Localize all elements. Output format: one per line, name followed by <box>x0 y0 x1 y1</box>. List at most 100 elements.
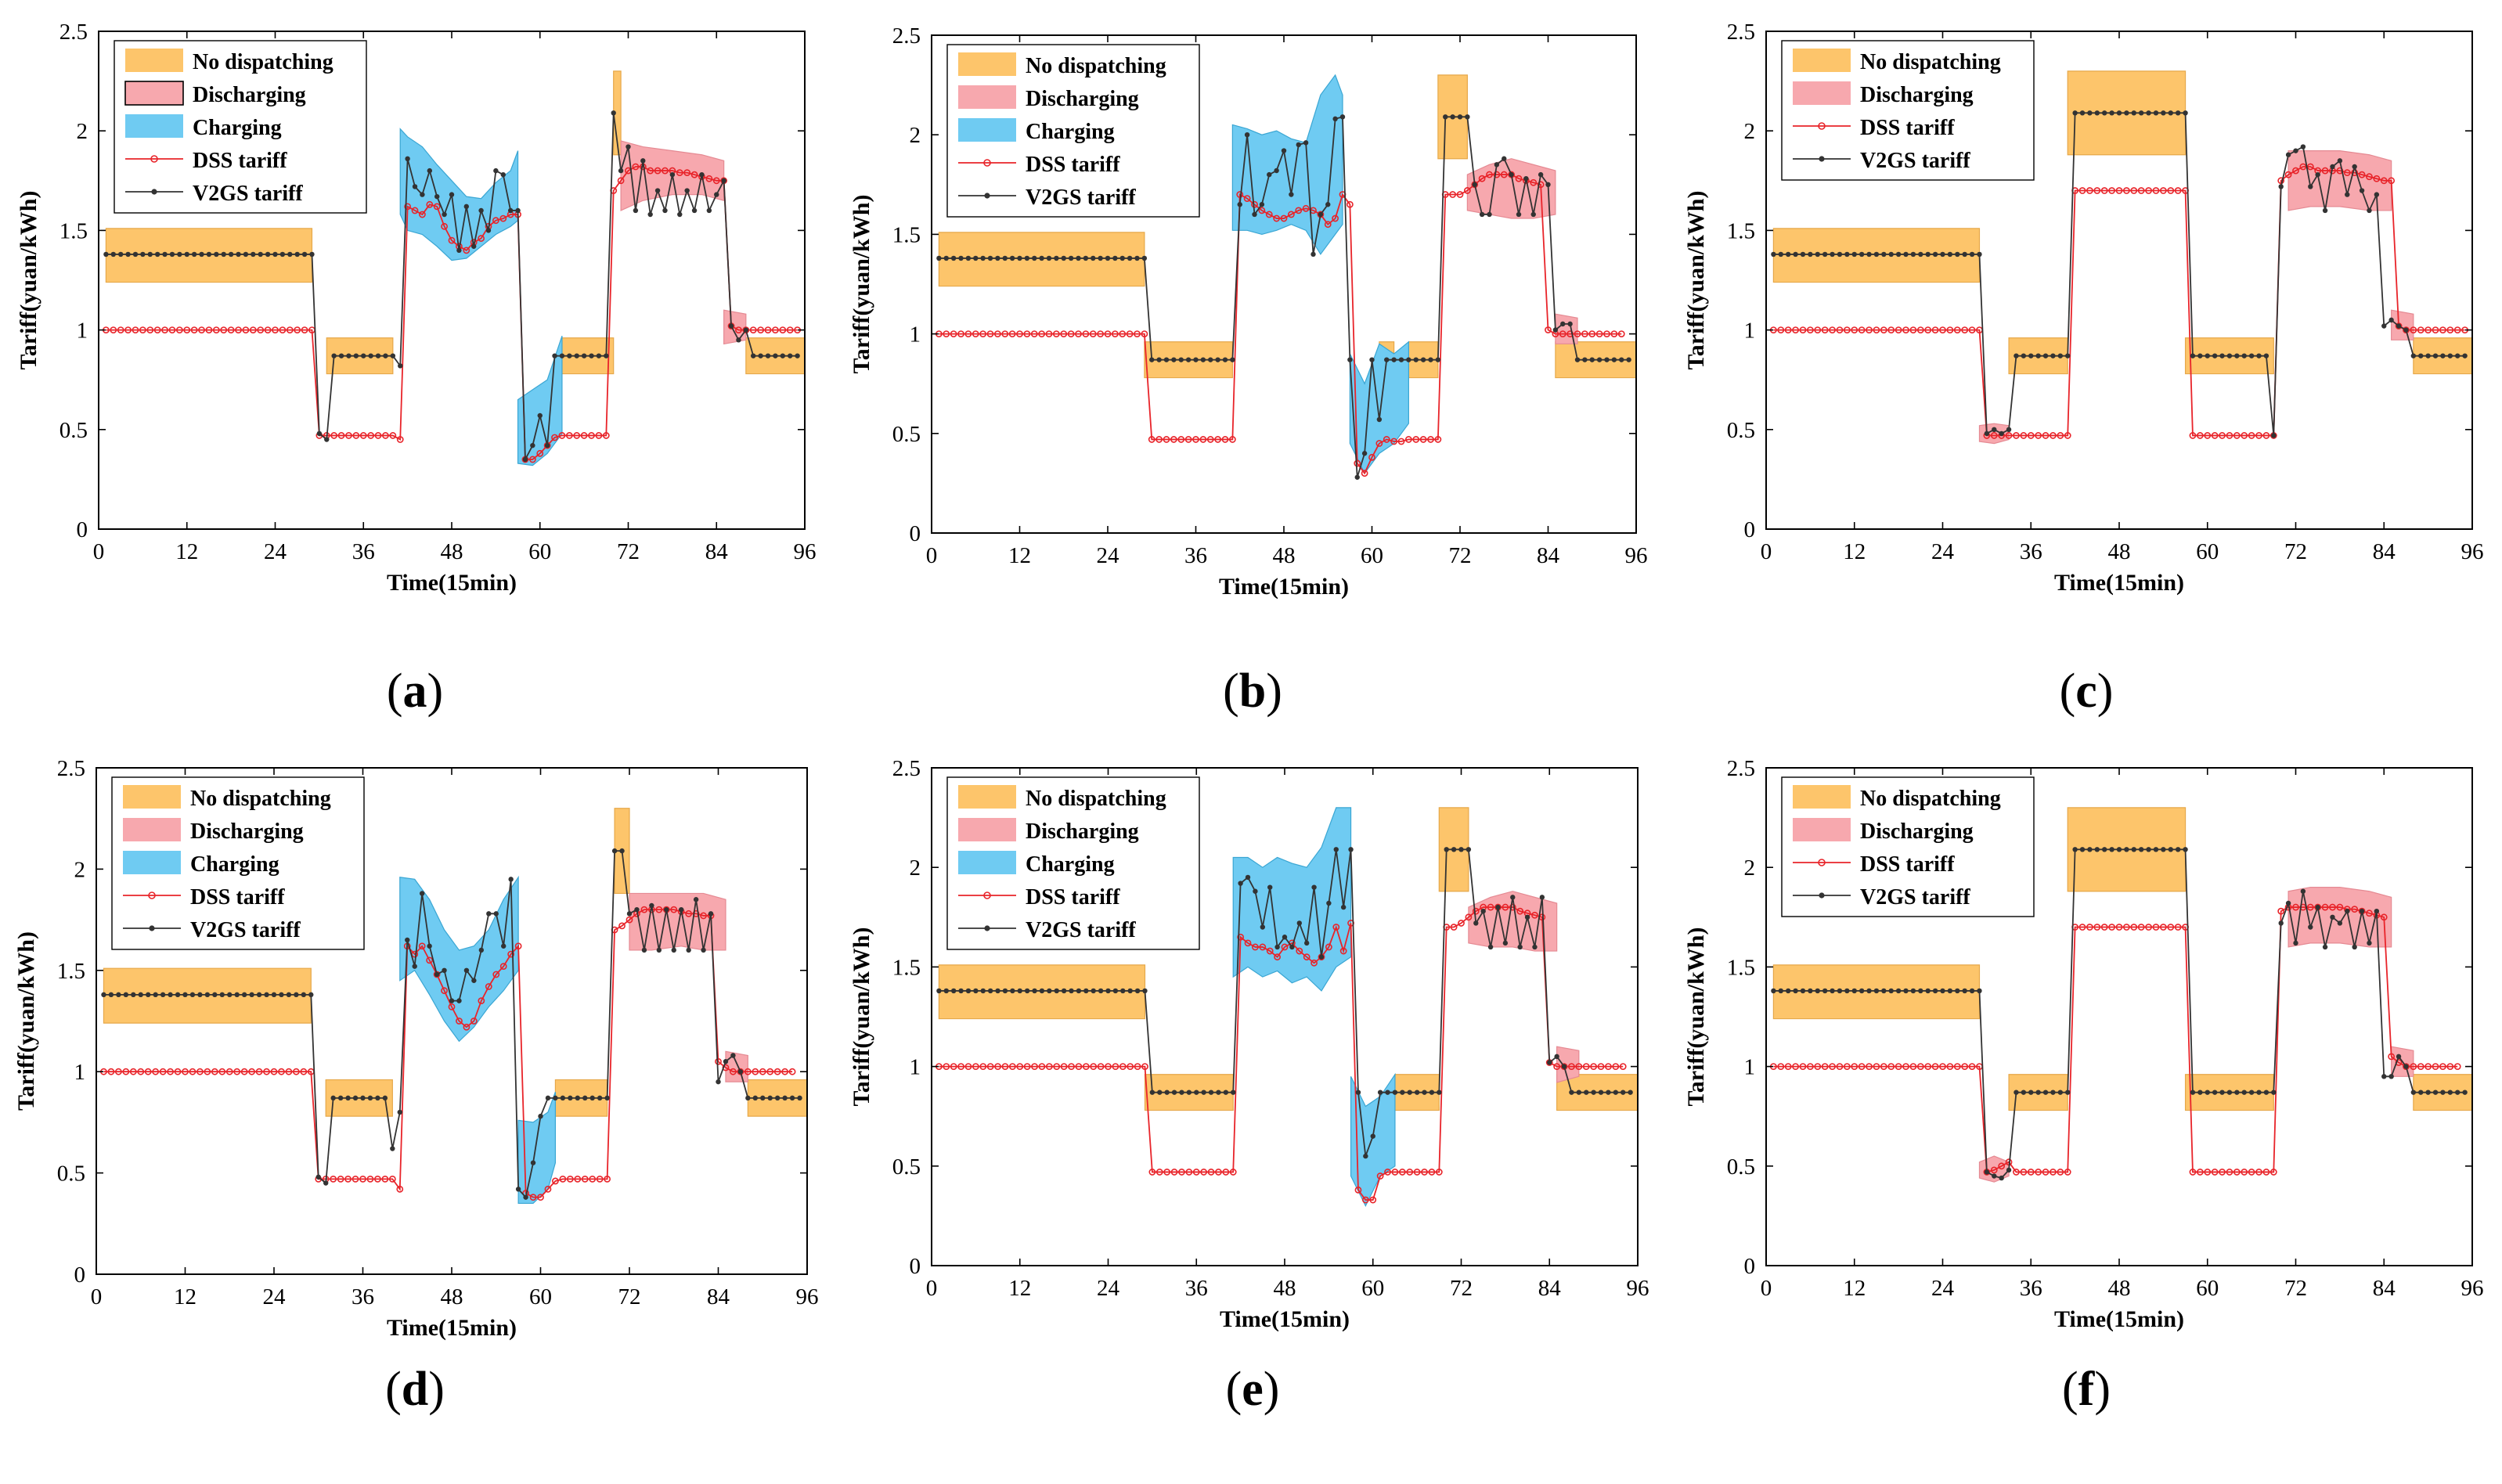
v2gs-point <box>1510 895 1516 900</box>
dss-point <box>419 211 426 218</box>
v2gs-point <box>669 171 676 178</box>
dss-point <box>772 326 779 333</box>
legend-label-discharging: Discharging <box>1860 83 1974 107</box>
v2gs-point <box>1340 904 1347 910</box>
x-tick-label: 24 <box>1097 1276 1120 1301</box>
dss-point <box>1391 1169 1399 1176</box>
dss-point <box>581 1175 589 1183</box>
v2gs-point <box>1925 251 1931 258</box>
v2gs-point <box>2447 1090 2453 1095</box>
dss-point <box>2269 1169 2277 1176</box>
v2gs-point <box>108 992 114 998</box>
v2gs-point <box>736 337 741 343</box>
v2gs-point <box>589 353 594 358</box>
dss-point <box>441 222 449 230</box>
v2gs-point <box>1267 884 1273 890</box>
dss-point <box>426 956 434 964</box>
v2gs-point <box>1120 988 1126 994</box>
v2gs-point <box>2330 164 2335 170</box>
dss-point <box>1500 171 1508 178</box>
v2gs-point <box>1524 914 1530 920</box>
v2gs-point <box>2256 353 2262 358</box>
v2gs-point <box>1310 251 1316 258</box>
dss-point <box>1472 907 1480 915</box>
v2gs-point <box>1303 940 1310 946</box>
v2gs-point <box>2212 1090 2218 1095</box>
dss-point <box>1590 1063 1598 1070</box>
dss-point <box>1880 326 1887 333</box>
x-tick-label: 0 <box>1761 539 1772 564</box>
y-tick-label: 2.5 <box>59 20 88 45</box>
v2gs-point <box>1377 1090 1383 1095</box>
v2gs-point <box>677 211 683 218</box>
x-axis-label: Time(15min) <box>1220 1306 1350 1332</box>
v2gs-legend-marker <box>151 189 157 195</box>
dss-point <box>366 1175 374 1183</box>
v2gs-point <box>2308 924 2313 930</box>
v2gs-point <box>2293 148 2298 153</box>
v2gs-point <box>1992 427 1997 432</box>
v2gs-point <box>1487 944 1494 950</box>
v2gs-point <box>182 992 188 998</box>
dss-point <box>300 1068 308 1075</box>
discharging-legend-swatch <box>1793 81 1851 105</box>
dss-point <box>2196 432 2204 439</box>
v2gs-point <box>316 430 323 437</box>
dss-point <box>1369 1196 1377 1204</box>
discharging-band <box>723 309 747 345</box>
v2gs-point <box>574 353 579 358</box>
v2gs-point <box>500 171 506 178</box>
dss-point <box>1104 330 1112 337</box>
v2gs-point <box>1778 251 1783 258</box>
v2gs-point <box>1281 148 1287 153</box>
v2gs-point <box>2153 110 2159 116</box>
v2gs-point <box>1142 988 1148 994</box>
v2gs-point <box>486 911 492 917</box>
v2gs-point <box>2190 1090 2196 1095</box>
v2gs-point <box>1576 1090 1582 1095</box>
legend: No dispatching Discharging Charging DSS tar… <box>946 44 1200 218</box>
dss-point <box>1916 1063 1924 1070</box>
dss-point <box>463 1023 470 1031</box>
dss-point <box>352 1175 359 1183</box>
caption-e-letter: e <box>1242 1363 1264 1416</box>
dss-point <box>2108 187 2116 194</box>
dss-point <box>1463 187 1471 194</box>
v2gs-point <box>330 1095 336 1101</box>
dss-point <box>2159 187 2167 194</box>
v2gs-point <box>2241 1090 2247 1095</box>
x-tick-label: 0 <box>926 543 938 568</box>
v2gs-point <box>2116 110 2122 116</box>
v2gs-point <box>125 251 131 258</box>
dss-point <box>2255 1169 2262 1176</box>
dss-point <box>957 330 964 337</box>
dss-point <box>1530 178 1538 186</box>
v2gs-point <box>1208 1090 1214 1095</box>
dss-point <box>499 214 507 222</box>
v2gs-point <box>1318 954 1325 960</box>
x-tick-label: 48 <box>2108 539 2131 564</box>
v2gs-point <box>2425 1090 2431 1095</box>
v2gs-point <box>2138 110 2144 116</box>
dss-point <box>389 432 397 439</box>
v2gs-point <box>1091 255 1096 261</box>
charging-band <box>517 336 563 466</box>
caption-d: (d) <box>385 1363 445 1416</box>
dss-point <box>2174 187 2182 194</box>
dss-point <box>124 326 132 333</box>
v2gs-point <box>1977 251 1982 258</box>
v2gs-point <box>691 207 698 214</box>
v2gs-point <box>2042 353 2049 358</box>
dss-point <box>167 1068 174 1075</box>
v2gs-point <box>589 1095 595 1101</box>
v2gs-point <box>1194 1090 1199 1095</box>
v2gs-point <box>2410 353 2417 358</box>
v2gs-legend-marker <box>984 925 990 931</box>
dss-point <box>1412 436 1420 443</box>
v2gs-point <box>2226 1090 2233 1095</box>
v2gs-point <box>1354 474 1360 480</box>
v2gs-point <box>1569 1090 1574 1095</box>
v2gs-point <box>1613 1090 1619 1095</box>
dss-point <box>1939 1063 1946 1070</box>
v2gs-point <box>1134 988 1141 994</box>
